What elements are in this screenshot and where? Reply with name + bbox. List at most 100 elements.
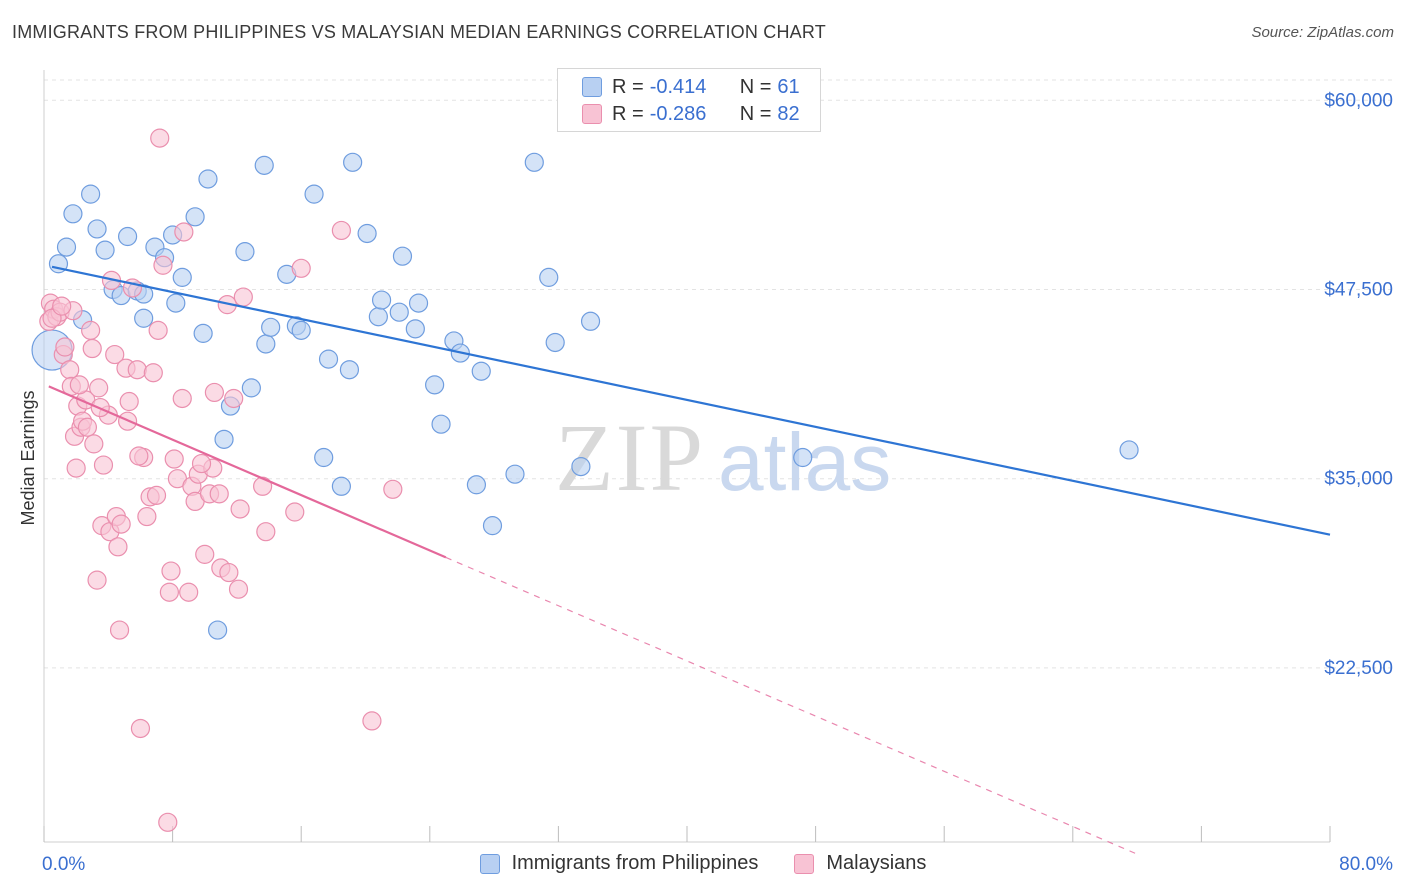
data-point [425, 375, 445, 395]
philippines-swatch [582, 77, 602, 97]
n-value: 61 [777, 75, 800, 98]
data-point [371, 290, 392, 310]
data-point [405, 319, 425, 339]
data-point [55, 337, 75, 357]
data-point [161, 561, 181, 581]
data-point [159, 582, 179, 602]
data-point [87, 219, 107, 239]
data-point [89, 378, 109, 398]
data-point [304, 184, 324, 204]
data-point [392, 246, 413, 266]
data-point [254, 155, 274, 175]
data-point [193, 323, 213, 343]
data-point [172, 267, 192, 287]
r-label: R = [612, 102, 644, 125]
data-point [545, 332, 565, 353]
trend-line-malaysians-extrapolated [445, 556, 1138, 855]
data-point [368, 307, 388, 327]
data-point [148, 320, 168, 340]
data-point [471, 361, 491, 381]
data-point [331, 220, 351, 241]
data-point [235, 242, 255, 262]
y-axis-label: Median Earnings [18, 390, 38, 525]
r-label: R = [612, 75, 644, 98]
data-point [63, 204, 83, 224]
philippines-swatch [479, 853, 500, 874]
data-point [153, 255, 173, 275]
data-point [241, 378, 261, 398]
series-philippines [31, 152, 1139, 640]
y-tick-label: $60,000 [1324, 90, 1393, 111]
data-point [127, 360, 147, 380]
data-point [339, 360, 360, 380]
data-point [87, 570, 107, 590]
data-point [256, 334, 276, 354]
data-point [93, 455, 114, 475]
data-point [150, 128, 170, 148]
data-point [408, 293, 429, 313]
n-value: 82 [777, 102, 800, 125]
data-point [77, 417, 98, 437]
data-point [95, 240, 115, 260]
data-point [228, 579, 249, 599]
x-tick-label: 0.0% [42, 854, 85, 875]
data-point [191, 453, 212, 474]
data-point [129, 446, 149, 466]
data-point [505, 464, 525, 484]
data-point [195, 544, 215, 564]
data-point [172, 388, 192, 409]
data-point [143, 363, 163, 383]
data-point [174, 222, 194, 242]
data-point [198, 169, 218, 189]
data-point [230, 499, 250, 519]
trend-line-malaysians [48, 385, 447, 559]
data-point [130, 718, 151, 739]
data-point [331, 476, 351, 496]
data-point [204, 382, 224, 403]
data-point [219, 562, 239, 583]
data-point [224, 388, 244, 409]
y-tick-label: $35,000 [1324, 469, 1393, 490]
y-tick-label: $47,500 [1324, 279, 1393, 300]
data-point [253, 476, 273, 496]
x-tick-label: 80.0% [1339, 854, 1393, 875]
data-point [134, 308, 154, 328]
data-point [524, 152, 544, 172]
legend-label-philippines: Immigrants from Philippines [511, 852, 759, 874]
data-point [109, 620, 130, 640]
legend-item-philippines[interactable]: Immigrants from Philippines [479, 852, 759, 875]
series-legend: Immigrants from Philippines Malaysians [0, 852, 1406, 875]
data-point [209, 484, 229, 504]
data-point [137, 506, 157, 527]
data-point [105, 344, 125, 365]
data-point [52, 296, 72, 316]
n-label: N = [739, 75, 772, 98]
data-point [185, 207, 205, 227]
series-malaysians [39, 128, 403, 832]
data-point [357, 223, 377, 244]
n-label: N = [739, 102, 772, 125]
malaysians-swatch [794, 853, 815, 874]
data-point [318, 349, 339, 369]
data-point [362, 711, 382, 731]
source-label: Source: ZipAtlas.com [1251, 24, 1394, 41]
data-point [389, 302, 409, 322]
malaysians-swatch [582, 104, 602, 124]
data-point [179, 582, 199, 602]
data-point [146, 485, 167, 505]
data-point [82, 338, 102, 359]
data-point [84, 434, 104, 454]
data-point [261, 317, 281, 337]
data-point [383, 479, 403, 499]
legend-item-malaysians[interactable]: Malaysians [794, 852, 926, 875]
data-point [117, 226, 138, 247]
data-point [111, 514, 131, 534]
stats-legend: R = -0.414 N = 61 R = -0.286 N = 82 [557, 68, 821, 132]
data-point [81, 184, 101, 204]
chart-title: IMMIGRANTS FROM PHILIPPINES VS MALAYSIAN… [12, 22, 826, 42]
r-value: -0.286 [649, 102, 707, 125]
data-point [1119, 440, 1139, 460]
data-point [56, 237, 77, 257]
stats-legend-row-malaysians: R = -0.286 N = 82 [582, 102, 800, 126]
